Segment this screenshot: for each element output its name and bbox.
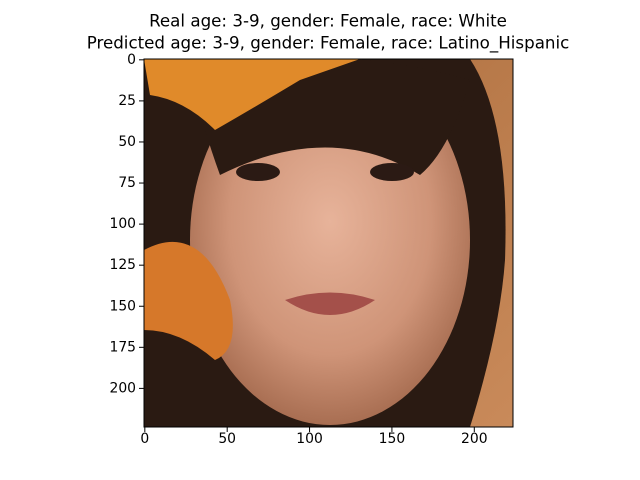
title-line: Real age: 3-9, gender: Female, race: Whi… [149,11,507,31]
x-tick-label: 200 [461,431,488,447]
leaf [144,59,360,130]
y-tick-label: 75 [118,175,136,191]
x-tick-label: 0 [140,431,149,447]
axes-frame [143,58,514,428]
y-tick-label: 100 [109,216,136,232]
title-line: Predicted age: 3-9, gender: Female, race… [87,33,570,54]
y-tick-label: 150 [109,298,136,314]
y-tick-label: 125 [109,257,136,273]
y-tick-label: 25 [118,93,136,109]
x-tick-label: 100 [296,431,323,447]
x-tick-label: 50 [218,431,236,447]
eye [236,163,280,181]
x-tick-label: 150 [379,431,406,447]
leaf [144,241,233,360]
y-tick-label: 175 [109,339,136,355]
y-tick-label: 200 [109,380,136,396]
y-tick-label: 50 [118,134,136,150]
eye [370,163,414,181]
mouth [285,292,375,315]
y-tick-label: 0 [127,52,136,68]
photo [144,59,513,427]
